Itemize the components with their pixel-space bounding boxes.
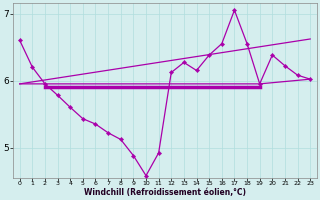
X-axis label: Windchill (Refroidissement éolien,°C): Windchill (Refroidissement éolien,°C): [84, 188, 246, 197]
